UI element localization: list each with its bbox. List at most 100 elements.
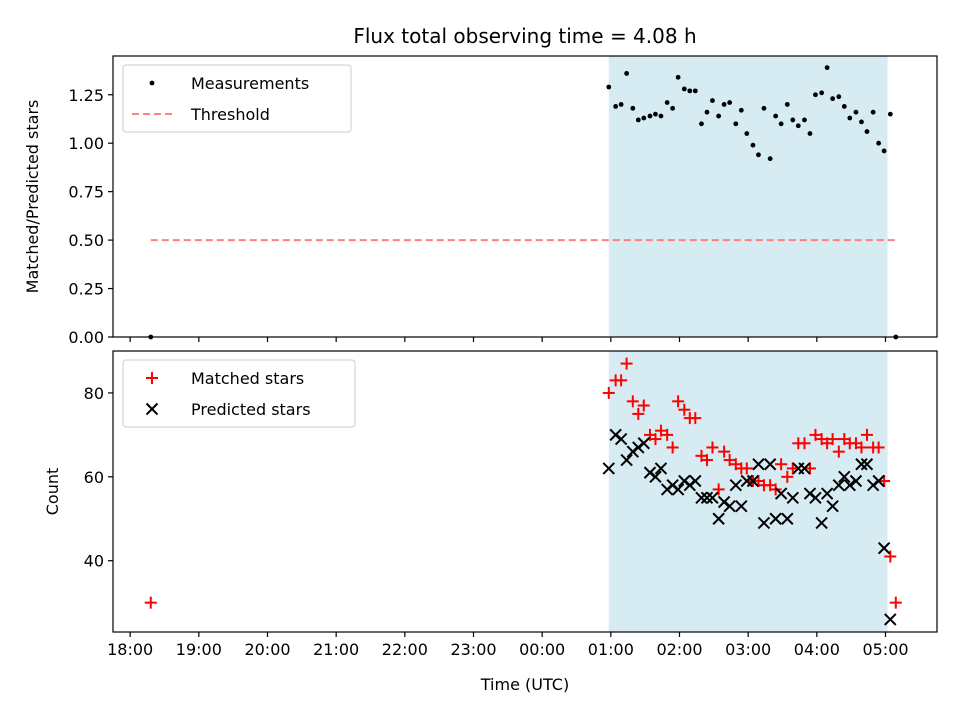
measurement-point <box>784 102 790 107</box>
measurement-point <box>635 117 641 123</box>
predicted-star-point <box>620 453 633 467</box>
matched-star-point <box>700 454 713 467</box>
matched-star-point <box>632 407 645 420</box>
measurement-point <box>813 92 818 98</box>
matched-star-point <box>637 399 650 412</box>
predicted-star-point-b <box>746 474 760 488</box>
measurement-point <box>670 105 676 111</box>
predicted-star-point <box>774 487 788 500</box>
axes-frame <box>112 350 938 633</box>
predicted-star-point <box>786 491 800 504</box>
legend-predicted-swatch <box>145 402 159 416</box>
predicted-star-point <box>838 470 851 484</box>
predicted-star-point-b <box>706 491 719 504</box>
measurement-point <box>658 113 664 119</box>
count-panel: 18:00 19:00 20:00 21:00 22:00 23:00 00:00 01:00… <box>43 350 938 694</box>
measurement-point <box>692 88 698 94</box>
measurement-point <box>881 148 887 154</box>
measurement-point <box>624 71 630 76</box>
axes-frame <box>112 55 938 338</box>
matched-star-point <box>826 433 839 446</box>
matched-star-point <box>775 458 788 471</box>
predicted-star-point <box>877 541 891 555</box>
predicted-star-point-b <box>769 512 782 525</box>
predicted-star-point <box>671 483 685 496</box>
predicted-star-point <box>860 458 874 471</box>
data-layer <box>144 357 902 626</box>
measurement-point <box>681 86 687 92</box>
predicted-star-point-b <box>637 437 651 450</box>
measurement-point <box>618 102 624 107</box>
legend-label: Threshold <box>190 105 270 124</box>
predicted-star-point <box>781 512 794 525</box>
matched-star-point <box>649 433 662 446</box>
predicted-star-point-b <box>809 491 822 504</box>
matched-star-point <box>872 441 885 454</box>
matched-star-point <box>723 454 736 467</box>
predicted-star-point <box>884 613 897 626</box>
predicted-star-point <box>832 479 846 492</box>
measurement-point <box>767 156 773 162</box>
predicted-star-point-b <box>695 491 708 504</box>
measurement-point <box>841 103 847 109</box>
measurement-point <box>876 140 882 146</box>
predicted-star-point <box>752 458 765 471</box>
predicted-star-point-b <box>774 487 788 500</box>
predicted-star-point <box>763 458 777 471</box>
predicted-star-point <box>637 437 651 450</box>
measurement-point <box>761 105 767 111</box>
predicted-star-point-b <box>752 458 765 471</box>
predicted-star-point <box>746 474 760 488</box>
observing-window-shade <box>608 351 888 632</box>
measurement-point <box>744 131 750 136</box>
predicted-star-point-b <box>849 474 863 488</box>
predicted-star-point <box>735 499 748 513</box>
data-layer <box>148 65 899 340</box>
legend-label: Measurements <box>191 74 309 93</box>
measurement-point <box>727 100 733 105</box>
predicted-star-point <box>872 474 885 488</box>
measurement-point <box>887 111 893 117</box>
predicted-star-point-b <box>729 479 743 492</box>
measurement-point <box>687 88 693 94</box>
matched-star-point <box>689 412 702 425</box>
predicted-star-point <box>689 474 702 488</box>
predicted-star-point-b <box>872 474 885 488</box>
measurement-point <box>824 65 830 71</box>
predicted-star-point-b <box>860 458 874 471</box>
predicted-star-point <box>815 516 828 530</box>
predicted-star-point-b <box>757 516 771 530</box>
matched-star-point <box>878 475 891 488</box>
x-tick-label: 01:00 <box>588 640 634 659</box>
predicted-star-point-b <box>826 499 839 513</box>
legend-box <box>122 64 352 133</box>
y-tick-label: 1.25 <box>68 86 104 105</box>
matched-star-point <box>654 424 667 437</box>
matched-star-point <box>718 445 731 458</box>
y-tick-label: 60 <box>84 468 104 487</box>
measurement-point <box>606 84 612 90</box>
y-axis-label: Count <box>43 468 62 516</box>
predicted-star-point-b <box>620 453 633 467</box>
matched-star-point <box>809 428 822 441</box>
legend-box <box>122 359 356 428</box>
x-tick-label: 18:00 <box>107 640 153 659</box>
measurement-point <box>795 123 801 129</box>
measurement-point <box>756 152 761 158</box>
matched-star-point <box>672 395 685 408</box>
x-tick-label: 22:00 <box>382 640 428 659</box>
predicted-star-point <box>602 462 615 475</box>
ratio-panel: 0.00 0.25 0.50 0.75 1.00 1.25 Matched/Predicte… <box>23 55 938 347</box>
legend-measurement-swatch <box>149 80 155 86</box>
predicted-star-point <box>843 479 857 492</box>
chart-title: Flux total observing time = 4.08 h <box>353 24 696 48</box>
predicted-star-point <box>706 491 719 504</box>
measurement-point <box>630 105 636 111</box>
legend-label: Predicted stars <box>191 400 311 419</box>
measurement-point <box>836 94 842 100</box>
matched-star-point <box>889 596 902 609</box>
predicted-star-point-b <box>614 432 628 446</box>
predicted-star-point <box>849 474 863 488</box>
measurement-point <box>870 109 876 115</box>
